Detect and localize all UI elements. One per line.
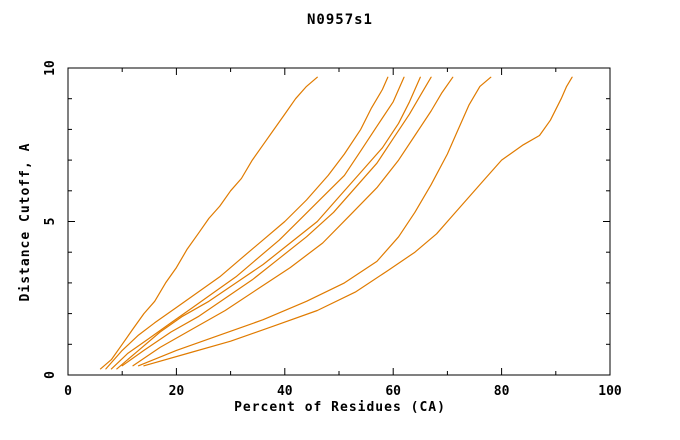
y-tick-label: 5 bbox=[43, 218, 58, 226]
series-line-curve-7 bbox=[137, 76, 492, 367]
x-tick-label: 20 bbox=[169, 384, 185, 399]
series-line-curve-1 bbox=[99, 76, 318, 370]
x-tick-label: 40 bbox=[277, 384, 293, 399]
y-tick-label: 10 bbox=[43, 60, 58, 76]
chart-title: N0957s1 bbox=[306, 12, 373, 28]
series-line-curve-2 bbox=[105, 76, 389, 370]
x-tick-label: 60 bbox=[385, 384, 401, 399]
series-line-curve-5 bbox=[121, 76, 432, 367]
series-line-curve-6 bbox=[132, 76, 454, 367]
x-tick-label: 100 bbox=[598, 384, 622, 399]
series-line-curve-4 bbox=[116, 76, 421, 370]
x-tick-label: 0 bbox=[64, 384, 72, 399]
series-line-curve-8 bbox=[143, 76, 573, 367]
x-tick-label: 80 bbox=[494, 384, 510, 399]
y-tick-label: 0 bbox=[43, 371, 58, 379]
x-axis-label: Percent of Residues (CA) bbox=[234, 400, 446, 415]
plot-border bbox=[67, 67, 611, 376]
series-line-curve-3 bbox=[110, 76, 405, 370]
